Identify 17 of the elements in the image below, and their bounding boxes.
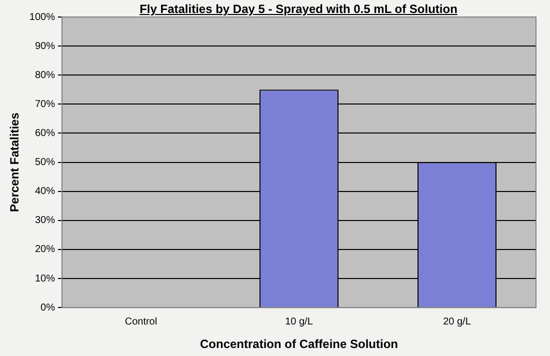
y-tick-label: 100% [29, 12, 56, 23]
y-tick-label: 30% [34, 215, 56, 226]
y-tick-label: 50% [34, 157, 56, 168]
y-tick-label: 40% [34, 186, 56, 198]
y-tick-label: 60% [34, 128, 56, 139]
y-tick-label: 80% [34, 70, 56, 81]
y-tick-label: 70% [34, 98, 56, 110]
x-tick-label: Control [124, 316, 158, 328]
y-tick-label: 20% [34, 244, 56, 256]
x-tick-label: 20 g/L [443, 316, 472, 328]
y-axis-title: Percent Fatalities [8, 112, 22, 212]
chart-title: Fly Fatalities by Day 5 - Sprayed with 0.5 mL of Solution [138, 2, 458, 16]
y-tick-label: 0% [40, 302, 56, 314]
y-tick-label: 10% [34, 273, 56, 284]
x-tick-label: 10 g/L [285, 316, 314, 328]
y-tick-label: 90% [34, 40, 56, 52]
x-axis-title: Concentration of Caffeine Solution [200, 337, 398, 352]
